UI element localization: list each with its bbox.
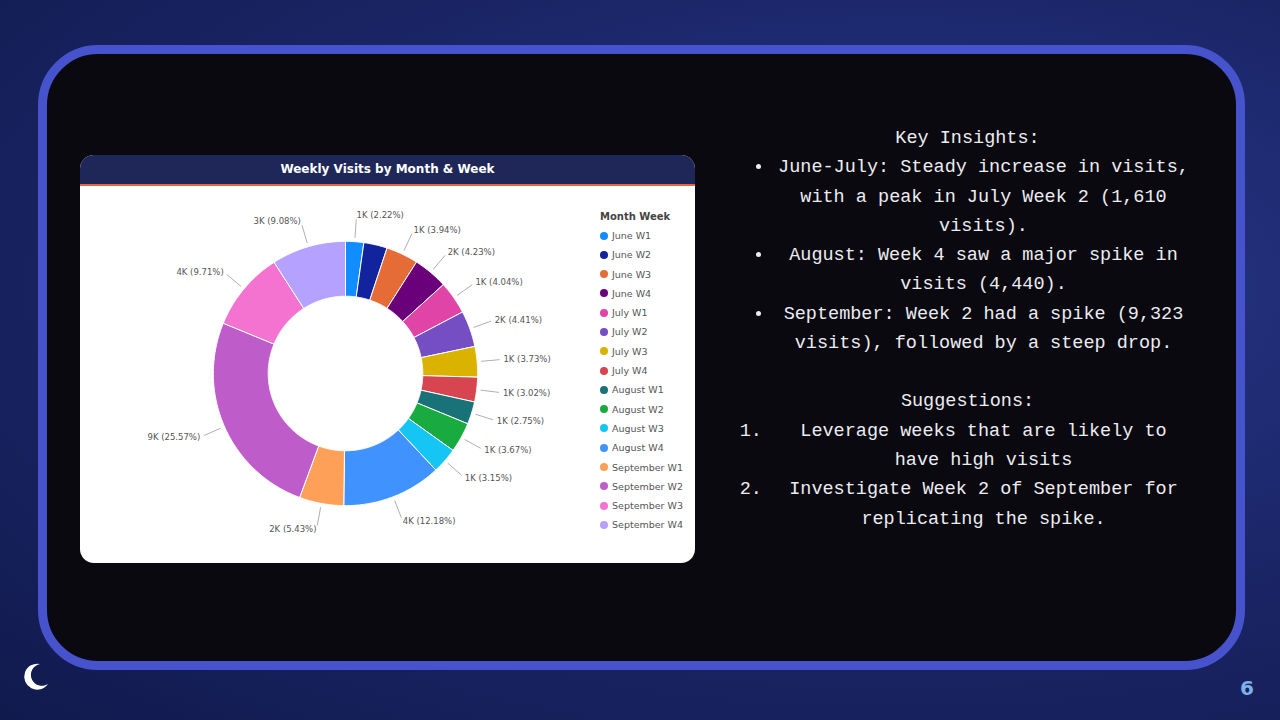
html-text:August: Week 4 saw a major spi: August: Week 4 saw a major spike in visi… <box>789 245 1178 296</box>
html-text:June W1: June W1 <box>612 230 652 241</box>
svg-text:1K (3.02%): 1K (3.02%) <box>503 388 550 398</box>
html-text:Key Insights:: Key Insights: <box>895 128 1040 149</box>
html-text:June-July: Steady increase in: June-July: Steady increase in visits, wi… <box>778 157 1189 237</box>
svg-text:3K (9.08%): 3K (9.08%) <box>254 216 301 226</box>
svg-text:1K (4.04%): 1K (4.04%) <box>475 277 522 287</box>
svg-text:1K (3.15%): 1K (3.15%) <box>465 473 512 483</box>
html-text:June W3: June W3 <box>612 268 652 280</box>
html-text:July W2: July W2 <box>612 326 648 338</box>
svg-text:4K (12.18%): 4K (12.18%) <box>403 516 456 526</box>
svg-text:1K (3.73%): 1K (3.73%) <box>503 354 550 364</box>
svg-text:4K (9.71%): 4K (9.71%) <box>176 267 223 277</box>
svg-text:9K (25.57%): 9K (25.57%) <box>148 432 201 442</box>
html-text:September: Week 2 had a spike: September: Week 2 had a spike (9,323 vis… <box>783 303 1184 355</box>
html-text:August W4: August W4 <box>612 442 664 454</box>
svg-text:2K (4.23%): 2K (4.23%) <box>448 247 495 257</box>
svg-text:1K (3.94%): 1K (3.94%) <box>414 225 461 235</box>
html-text:Month Week: Month Week <box>600 211 671 222</box>
svg-text:1K (3.67%): 1K (3.67%) <box>484 445 531 455</box>
html-text:August W2: August W2 <box>612 403 664 415</box>
html-text:Leverage weeks that are likely: Leverage weeks that are likely to have h… <box>800 420 1167 471</box>
html-text:July W1: July W1 <box>612 307 648 319</box>
html-text:Suggestions:: Suggestions: <box>900 391 1035 413</box>
html-text:September W2: September W2 <box>612 480 683 492</box>
html-text:July W3: July W3 <box>612 345 648 357</box>
html-text:August W1: August W1 <box>612 384 664 396</box>
html-text:6: 6 <box>1240 676 1254 700</box>
html-text:August W3: August W3 <box>612 423 664 434</box>
svg-text:2K (5.43%): 2K (5.43%) <box>269 524 316 534</box>
html-text:Weekly Visits by Month & Week: Weekly Visits by Month & Week <box>280 162 495 176</box>
svg-text:2K (4.41%): 2K (4.41%) <box>495 315 542 325</box>
svg-text:1K (2.75%): 1K (2.75%) <box>497 416 544 426</box>
html-text:September W3: September W3 <box>612 500 683 512</box>
html-text:Investigate Week 2 of Septembe: Investigate Week 2 of September for repl… <box>789 479 1178 530</box>
html-text:June W2: June W2 <box>612 249 652 261</box>
html-text:July W4: July W4 <box>612 365 648 377</box>
html-text:September W4: September W4 <box>612 519 683 531</box>
html-text:June W4: June W4 <box>612 287 652 299</box>
svg-text:1K (2.22%): 1K (2.22%) <box>357 210 404 220</box>
html-text:September W1: September W1 <box>612 461 683 473</box>
